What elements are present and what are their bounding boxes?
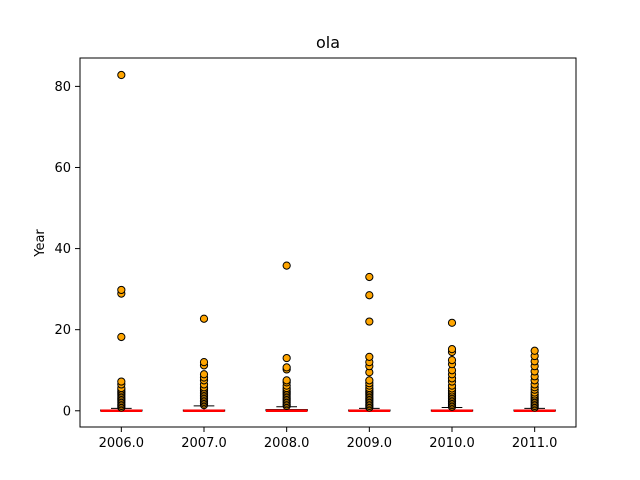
x-tick-label: 2008.0	[264, 436, 310, 451]
y-tick-label: 80	[54, 80, 71, 95]
x-tick-label: 2011.0	[512, 436, 558, 451]
flier-point	[199, 370, 209, 379]
flier-point	[199, 358, 209, 367]
y-tick-label: 40	[54, 242, 71, 257]
flier-point	[447, 345, 457, 354]
flier-point	[117, 285, 126, 295]
flier-point	[365, 376, 374, 385]
x-tick-label: 2006.0	[99, 436, 145, 451]
x-tick-label: 2007.0	[181, 436, 227, 451]
y-tick-label: 20	[54, 323, 71, 338]
x-tick-label: 2010.0	[429, 436, 475, 451]
flier-point	[282, 261, 291, 270]
flier-point	[365, 317, 374, 326]
x-tick-label: 2009.0	[347, 436, 393, 451]
flier-point	[365, 272, 374, 282]
flier-point	[365, 352, 374, 361]
flier-point	[282, 363, 291, 372]
flier-point	[447, 355, 457, 365]
flier-point	[282, 376, 291, 385]
chart-title: ola	[316, 33, 340, 52]
y-tick-label: 0	[63, 404, 71, 419]
flier-point	[199, 314, 209, 323]
y-tick-label: 60	[54, 161, 71, 176]
flier-point	[447, 318, 457, 327]
flier-point	[282, 353, 291, 363]
flier-point	[117, 70, 126, 80]
flier-point	[117, 332, 126, 342]
y-axis-label: Year	[33, 229, 48, 258]
flier-point	[117, 377, 126, 386]
flier-point	[365, 291, 374, 300]
plot-area: 0 20 40 60 80 2006.0 2007.0 2008.0 2009.0 2010.0 2…	[54, 70, 558, 451]
flier-point	[530, 346, 539, 355]
axes-frame	[79, 57, 577, 428]
